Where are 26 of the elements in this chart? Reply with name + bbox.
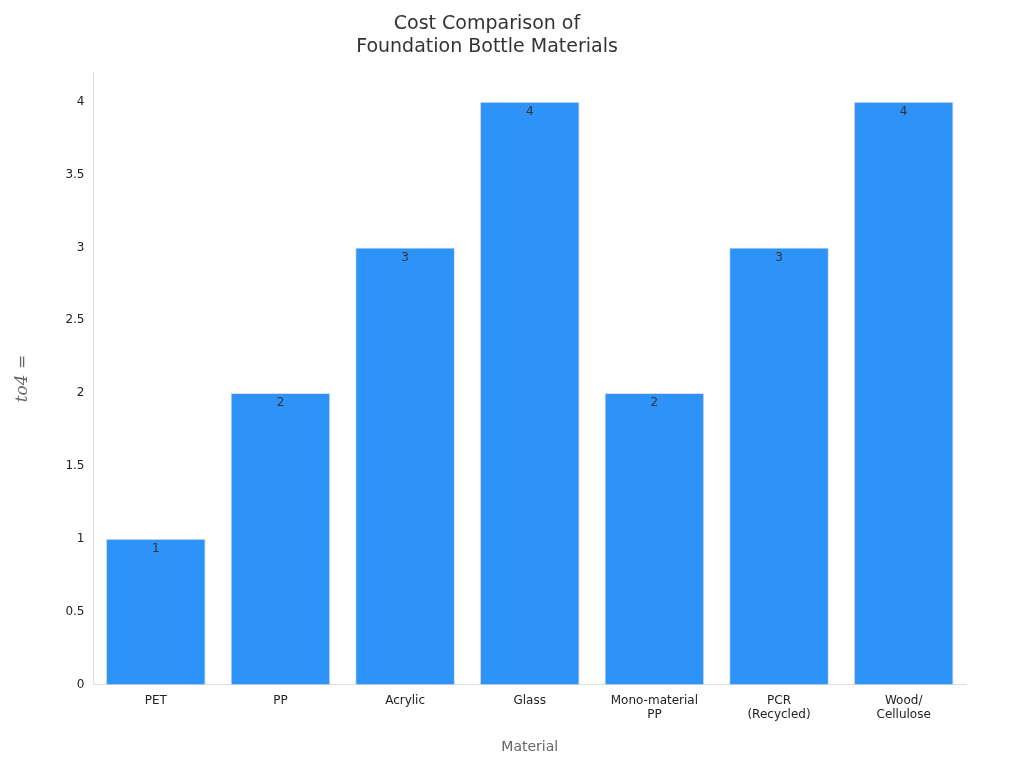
y-tick-label: 0 xyxy=(76,676,85,691)
y-tick-label: 3.5 xyxy=(65,166,85,181)
y-tick-label: 3 xyxy=(76,239,85,254)
data-label: 4 xyxy=(899,103,908,118)
y-tick-label: 1 xyxy=(76,530,85,545)
y-axis-title: to4 = xyxy=(10,354,31,403)
y-tick-label: 1.5 xyxy=(65,458,85,473)
x-axis-title: Material xyxy=(501,738,559,755)
x-tick-label: Acrylic xyxy=(385,692,426,707)
chart-title: Cost Comparison of Foundation Bottle Materials xyxy=(356,11,618,57)
data-label: 4 xyxy=(525,103,534,118)
y-tick-label: 4 xyxy=(76,93,85,108)
x-tick-label: PP xyxy=(273,692,288,707)
x-tick-label: Wood/ Cellulose xyxy=(876,692,931,722)
x-tick-label: Mono-material PP xyxy=(610,692,699,722)
x-tick-label: Glass xyxy=(513,692,546,707)
y-tick-label: 2.5 xyxy=(65,312,85,327)
y-tick-label: 2 xyxy=(76,385,85,400)
data-label: 1 xyxy=(151,540,160,555)
x-tick-label: PET xyxy=(144,692,168,707)
data-label: 3 xyxy=(401,249,409,264)
y-tick-label: 0.5 xyxy=(65,603,85,618)
data-label: 2 xyxy=(276,395,285,410)
data-label: 3 xyxy=(775,249,783,264)
x-tick-label: PCR (Recycled) xyxy=(747,692,811,722)
data-label: 2 xyxy=(650,395,659,410)
